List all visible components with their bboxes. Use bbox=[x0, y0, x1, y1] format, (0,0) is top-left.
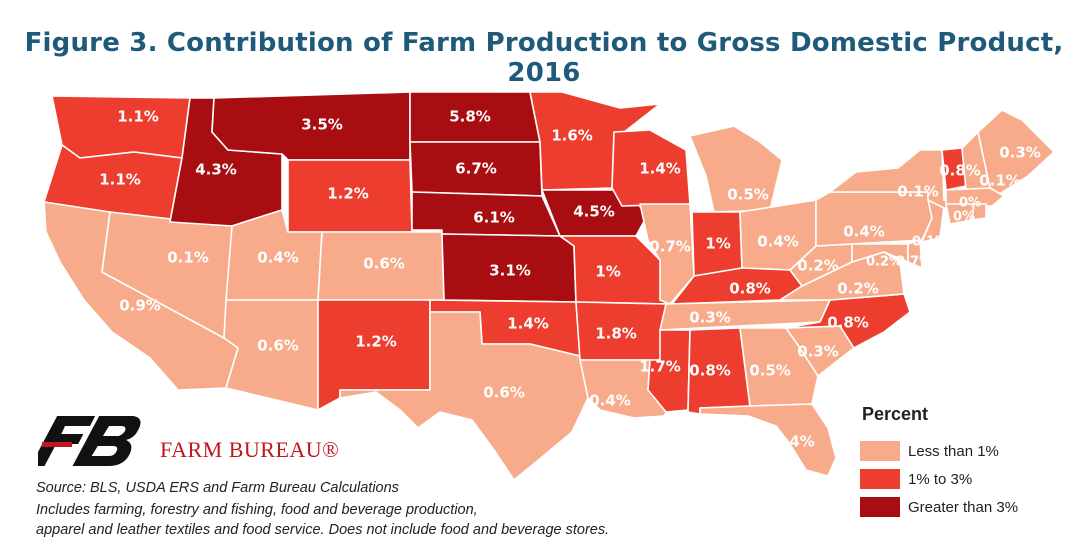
state-label-ut: 0.4% bbox=[257, 249, 299, 267]
state-label-tn: 0.3% bbox=[689, 309, 731, 327]
state-label-ca: 0.9% bbox=[119, 297, 161, 315]
state-label-nv: 0.1% bbox=[167, 249, 209, 267]
state-label-ia: 4.5% bbox=[573, 203, 615, 221]
state-label-ct: 0% bbox=[953, 210, 975, 225]
state-label-ky: 0.8% bbox=[729, 280, 771, 298]
state-shape-ny bbox=[829, 149, 965, 209]
state-shape-tx bbox=[339, 311, 589, 481]
state-label-il: 0.7% bbox=[649, 238, 691, 256]
state-label-vt: 0.8% bbox=[939, 162, 981, 180]
state-label-ne: 6.1% bbox=[473, 209, 515, 227]
legend: Percent Less than 1% 1% to 3% Greater th… bbox=[860, 404, 1060, 521]
legend-swatch-high bbox=[860, 497, 900, 517]
source-note: Source: BLS, USDA ERS and Farm Bureau Ca… bbox=[36, 480, 399, 496]
state-shape-fl bbox=[699, 403, 837, 477]
state-label-nh: 0.1% bbox=[979, 172, 1021, 190]
state-label-nd: 5.8% bbox=[449, 108, 491, 126]
brand-wordmark: FARM BUREAU® bbox=[160, 437, 340, 462]
state-shape-md bbox=[851, 243, 909, 263]
state-label-ny: 0.1% bbox=[897, 183, 939, 201]
state-label-co: 0.6% bbox=[363, 255, 405, 273]
state-label-mt: 3.5% bbox=[301, 116, 343, 134]
legend-swatch-low bbox=[860, 441, 900, 461]
state-label-md: 0.2% bbox=[866, 255, 902, 270]
figure-title: Figure 3. Contribution of Farm Productio… bbox=[24, 28, 1064, 88]
legend-label-high: Greater than 3% bbox=[908, 498, 1019, 516]
state-label-tx: 0.6% bbox=[483, 384, 525, 402]
state-label-la: 0.4% bbox=[589, 392, 631, 410]
state-label-ok: 1.4% bbox=[507, 315, 549, 333]
state-label-ks: 3.1% bbox=[489, 262, 531, 280]
state-label-sd: 6.7% bbox=[455, 160, 497, 178]
state-label-nc: 0.8% bbox=[827, 314, 869, 332]
state-shape-il bbox=[639, 203, 695, 305]
state-label-nj: 0.1% bbox=[912, 235, 948, 250]
state-shape-az bbox=[223, 299, 319, 411]
state-shapes bbox=[43, 91, 1055, 481]
state-shape-ma bbox=[945, 187, 1005, 207]
methodology-note-line-2: apparel and leather textiles and food se… bbox=[36, 522, 610, 538]
farm-bureau-logo bbox=[38, 416, 141, 466]
state-label-fl: 0.4% bbox=[773, 433, 815, 451]
legend-title: Percent bbox=[862, 404, 929, 424]
state-label-mi: 0.5% bbox=[727, 186, 769, 204]
state-label-oh: 0.4% bbox=[757, 233, 799, 251]
state-label-in: 1% bbox=[705, 235, 730, 253]
legend-item-mid: 1% to 3% bbox=[860, 465, 1060, 493]
legend-swatch-mid bbox=[860, 469, 900, 489]
state-label-ri: 0% bbox=[985, 207, 1007, 222]
state-shape-nc bbox=[785, 293, 911, 349]
state-label-ar: 1.8% bbox=[595, 325, 637, 343]
legend-item-low: Less than 1% bbox=[860, 437, 1060, 465]
legend-item-high: Greater than 3% bbox=[860, 493, 1060, 521]
state-label-ga: 0.5% bbox=[749, 362, 791, 380]
state-label-or: 1.1% bbox=[99, 171, 141, 189]
state-label-va: 0.2% bbox=[837, 280, 879, 298]
state-shape-de bbox=[907, 239, 923, 269]
state-label-id: 4.3% bbox=[195, 161, 237, 179]
state-label-me: 0.3% bbox=[999, 144, 1041, 162]
state-label-de: 0.7% bbox=[896, 255, 932, 270]
state-shape-ri bbox=[971, 203, 987, 221]
legend-label-mid: 1% to 3% bbox=[908, 470, 973, 488]
state-label-mo: 1% bbox=[595, 263, 620, 281]
state-label-ma: 0% bbox=[959, 196, 981, 211]
legend-label-low: Less than 1% bbox=[908, 442, 999, 460]
state-label-pa: 0.4% bbox=[843, 223, 885, 241]
state-label-sc: 0.3% bbox=[797, 343, 839, 361]
methodology-note-line-1: Includes farming, forestry and fishing, … bbox=[36, 502, 478, 518]
state-label-nm: 1.2% bbox=[355, 333, 397, 351]
state-label-az: 0.6% bbox=[257, 337, 299, 355]
state-shape-wa bbox=[51, 95, 191, 159]
state-label-wy: 1.2% bbox=[327, 185, 369, 203]
state-value-labels: 1.1% 1.1% 0.9% 4.3% 0.1% 3.5% 1.2% 0.4% … bbox=[99, 108, 1041, 451]
state-label-al: 0.8% bbox=[689, 362, 731, 380]
state-label-wv: 0.2% bbox=[797, 257, 839, 275]
state-label-wa: 1.1% bbox=[117, 108, 159, 126]
state-label-ms: 1.7% bbox=[639, 358, 681, 376]
state-label-mn: 1.6% bbox=[551, 127, 593, 145]
state-label-wi: 1.4% bbox=[639, 160, 681, 178]
state-shape-mi bbox=[689, 125, 783, 213]
